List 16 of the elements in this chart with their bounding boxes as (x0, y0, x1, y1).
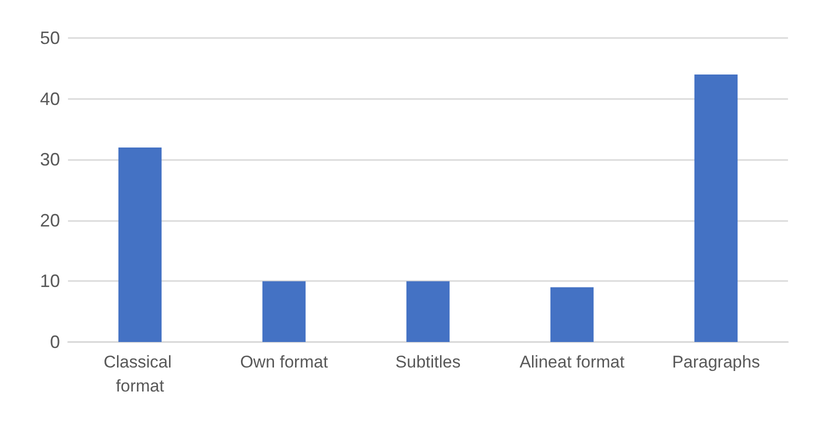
x-tick-label: Paragraphs (672, 352, 760, 372)
x-tick-label: Alineat format (520, 352, 625, 372)
y-tick-label: 0 (50, 332, 60, 352)
y-tick-label: 20 (40, 210, 60, 230)
bar (406, 281, 450, 342)
bar (694, 74, 738, 342)
y-tick-label: 30 (40, 150, 60, 170)
x-tick-label: Classical format (104, 352, 176, 396)
bar (550, 287, 594, 342)
y-tick-label: 40 (40, 88, 60, 109)
x-tick-label: Own format (240, 352, 328, 372)
bar (118, 147, 162, 342)
y-tick-label: 10 (40, 271, 60, 292)
y-tick-label: 50 (40, 28, 60, 48)
x-tick-label: Subtitles (395, 352, 461, 372)
bar (262, 281, 306, 342)
